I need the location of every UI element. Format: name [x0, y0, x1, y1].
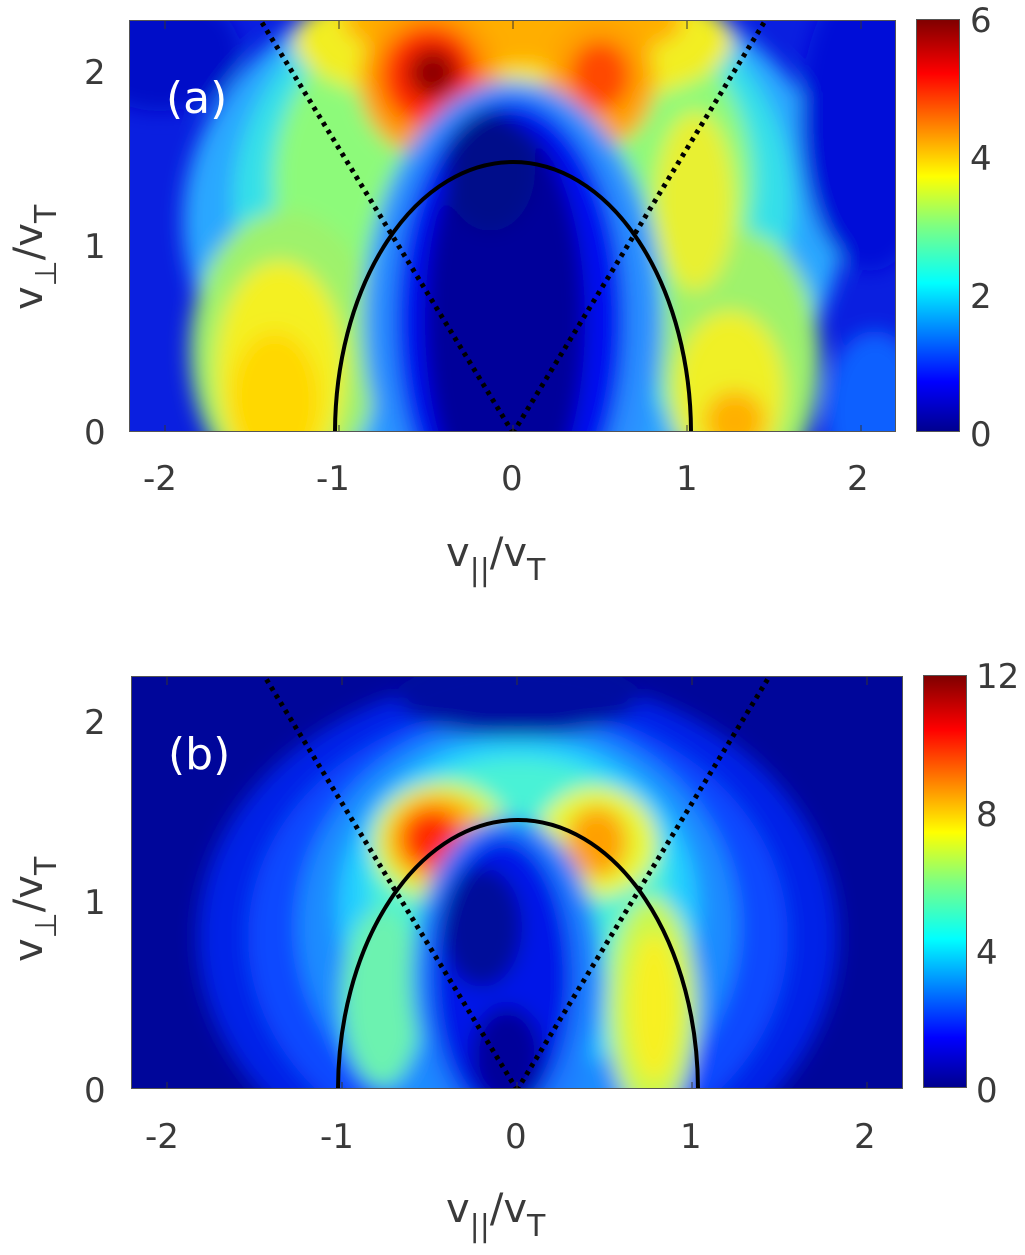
y-axis-label: v⊥/vT	[6, 857, 64, 962]
y-tick-1: 1	[84, 883, 106, 923]
heatmap-plot-b: (b)	[131, 676, 903, 1089]
panel-label-a: (a)	[166, 73, 228, 124]
y-tick-1: 1	[84, 227, 106, 267]
x-tick-neg1: -1	[320, 1117, 354, 1157]
x-tick-2: 2	[847, 459, 869, 499]
y-tick-2: 2	[84, 53, 106, 93]
cbar-tick-0: 0	[976, 1071, 998, 1111]
ylabel-sub-perp: ⊥	[29, 912, 64, 939]
cbar-tick-8: 8	[976, 795, 998, 835]
cbar-tick-4: 4	[976, 933, 998, 973]
xlabel-slash-v: /v	[489, 530, 528, 576]
x-tick-neg2: -2	[145, 1117, 179, 1157]
x-axis-label: v||/vT	[446, 1186, 545, 1244]
xlabel-sub-T: T	[527, 1209, 546, 1244]
y-tick-2: 2	[84, 703, 106, 743]
x-tick-neg2: -2	[143, 459, 177, 499]
xlabel-sub-T: T	[527, 553, 546, 588]
xlabel-sub-par: ||	[469, 1209, 490, 1244]
xlabel-v: v	[446, 530, 470, 576]
cbar-tick-0: 0	[970, 415, 992, 455]
x-axis-label: v||/vT	[446, 530, 545, 588]
x-tick-0: 0	[505, 1117, 527, 1157]
xlabel-sub-par: ||	[469, 553, 490, 588]
panel-a: 2 1 0 v⊥/vT	[0, 0, 1025, 620]
x-tick-1: 1	[676, 459, 698, 499]
ylabel-sub-T: T	[29, 856, 64, 876]
ylabel-v: v	[6, 938, 52, 962]
cbar-tick-6: 6	[970, 1, 992, 41]
colorbar-a	[916, 19, 960, 432]
heatmap-plot-a: (a)	[129, 20, 896, 432]
x-tick-neg1: -1	[316, 459, 350, 499]
x-tick-1: 1	[680, 1117, 702, 1157]
colorbar-b	[923, 675, 967, 1088]
panel-label-b: (b)	[168, 729, 231, 780]
cbar-tick-2: 2	[970, 277, 992, 317]
xlabel-v: v	[446, 1186, 470, 1232]
x-tick-2: 2	[854, 1117, 876, 1157]
ylabel-slash-v: /v	[6, 875, 52, 913]
y-tick-0: 0	[84, 1071, 106, 1111]
y-tick-0: 0	[84, 413, 106, 453]
cbar-tick-4: 4	[970, 139, 992, 179]
cbar-tick-12: 12	[976, 657, 1020, 697]
x-tick-0: 0	[501, 459, 523, 499]
xlabel-slash-v: /v	[489, 1186, 528, 1232]
